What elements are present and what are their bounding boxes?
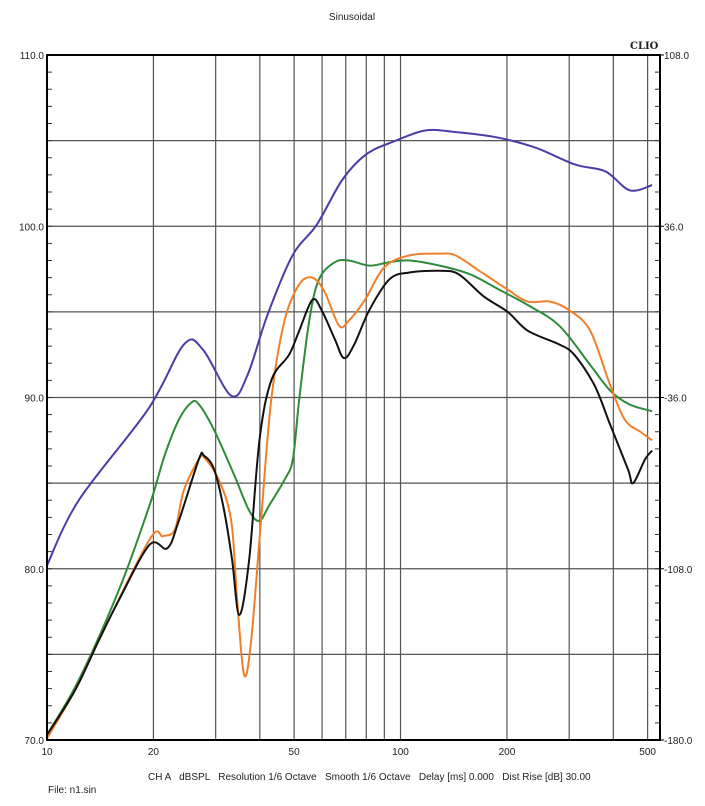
y-tick-label: 70.0	[25, 736, 45, 747]
series-line-1	[46, 258, 653, 736]
y2-tick-label: -108.0	[664, 565, 693, 576]
y2-tick-label: 108.0	[664, 51, 689, 62]
grid	[47, 55, 660, 740]
clio-logo: CLIO	[630, 41, 659, 52]
x-tick-label: 200	[499, 747, 516, 758]
axis-ticks: 110.0 100.0 90.0 80.0 70.0 108.0 36.0 -36.0 -108…	[19, 51, 693, 758]
series-line-2	[46, 252, 653, 739]
footer-info: CH A dBSPL Resolution 1/6 Octave Smooth …	[148, 772, 591, 783]
x-tick-label: 100	[392, 747, 409, 758]
y-tick-label: 100.0	[19, 222, 44, 233]
y2-tick-label: -180.0	[664, 736, 693, 747]
y2-tick-label: -36.0	[664, 394, 687, 405]
chart-title: Sinusoidal	[329, 12, 375, 23]
series-line-3	[46, 269, 653, 736]
x-tick-label: 20	[148, 747, 160, 758]
series-group	[46, 128, 653, 739]
x-tick-label: 10	[41, 747, 53, 758]
x-tick-label: 50	[289, 747, 301, 758]
y-tick-label: 90.0	[25, 394, 45, 405]
y2-tick-label: 36.0	[664, 222, 684, 233]
y-tick-label: 110.0	[20, 51, 45, 62]
plot-frame	[46, 54, 661, 741]
y-tick-label: 80.0	[25, 565, 45, 576]
file-name: File: n1.sin	[48, 785, 96, 796]
x-tick-label: 500	[639, 747, 656, 758]
series-line-0	[46, 128, 653, 566]
